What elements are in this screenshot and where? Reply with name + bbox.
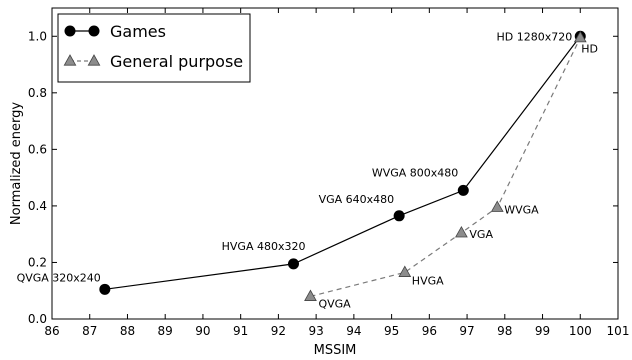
y-tick-label: 0.0	[28, 312, 47, 326]
point-label-0-2: VGA 640x480	[319, 193, 395, 206]
y-tick-label: 0.2	[28, 255, 47, 269]
point-label-0-4: HD 1280x720	[497, 30, 573, 43]
point-label-1-2: VGA	[469, 228, 493, 241]
x-tick-label: 100	[569, 324, 592, 338]
data-point-0-3	[457, 184, 469, 196]
data-point-0-0	[99, 283, 111, 295]
y-tick-label: 0.6	[28, 142, 47, 156]
data-point-1-0	[304, 289, 317, 301]
x-tick-label: 95	[384, 324, 399, 338]
x-tick-label: 93	[308, 324, 323, 338]
data-point-0-2	[393, 210, 405, 222]
x-tick-label: 89	[158, 324, 173, 338]
legend-marker-1-0	[63, 54, 77, 66]
point-label-1-4: HD	[581, 43, 598, 56]
y-tick-label: 0.4	[28, 199, 47, 213]
legend-box	[57, 13, 251, 83]
x-tick-label: 101	[607, 324, 630, 338]
x-tick-label: 86	[44, 324, 59, 338]
y-tick-label: 1.0	[28, 29, 47, 43]
legend-label-1: General purpose	[110, 52, 243, 71]
point-label-1-0: QVGA	[318, 297, 351, 310]
x-tick-label: 98	[497, 324, 512, 338]
legend-marker-1-1	[87, 54, 101, 66]
x-tick-label: 94	[346, 324, 361, 338]
x-tick-label: 88	[120, 324, 135, 338]
x-tick-label: 91	[233, 324, 248, 338]
point-label-0-1: HVGA 480x320	[222, 240, 306, 253]
data-point-1-1	[398, 265, 412, 277]
x-tick-label: 97	[459, 324, 474, 338]
point-label-0-3: WVGA 800x480	[372, 166, 458, 179]
point-label-0-0: QVGA 320x240	[17, 271, 101, 284]
x-tick-label: 92	[271, 324, 286, 338]
y-tick-label: 0.8	[28, 86, 47, 100]
data-point-1-3	[490, 200, 504, 212]
point-label-1-3: WVGA	[504, 203, 539, 216]
data-point-1-4	[573, 30, 587, 43]
plot-frame	[51, 7, 619, 320]
legend-label-0: Games	[110, 22, 166, 41]
point-labels: QVGA 320x240 HVGA 480x320 VGA 640x480 WVGA …	[17, 30, 598, 310]
point-label-1-1: HVGA	[412, 274, 444, 287]
axes: 86 87 88 89 90 91 92 93 94 95 96 97 98 99 100 101 0.0 0.2…	[28, 7, 630, 338]
y-axis-title: Normalized energy	[9, 102, 24, 225]
data-point-1-2	[455, 225, 468, 238]
x-tick-label: 87	[82, 324, 97, 338]
x-tick-label: 90	[195, 324, 210, 338]
legend-marker-0-0	[64, 25, 76, 37]
x-tick-label: 99	[535, 324, 550, 338]
legend: Games General purpose	[57, 13, 251, 83]
x-tick-label: 96	[422, 324, 437, 338]
x-axis-title: MSSIM	[314, 343, 357, 358]
data-point-0-1	[287, 258, 299, 270]
series-layer	[99, 30, 587, 301]
legend-marker-0-1	[88, 25, 100, 37]
